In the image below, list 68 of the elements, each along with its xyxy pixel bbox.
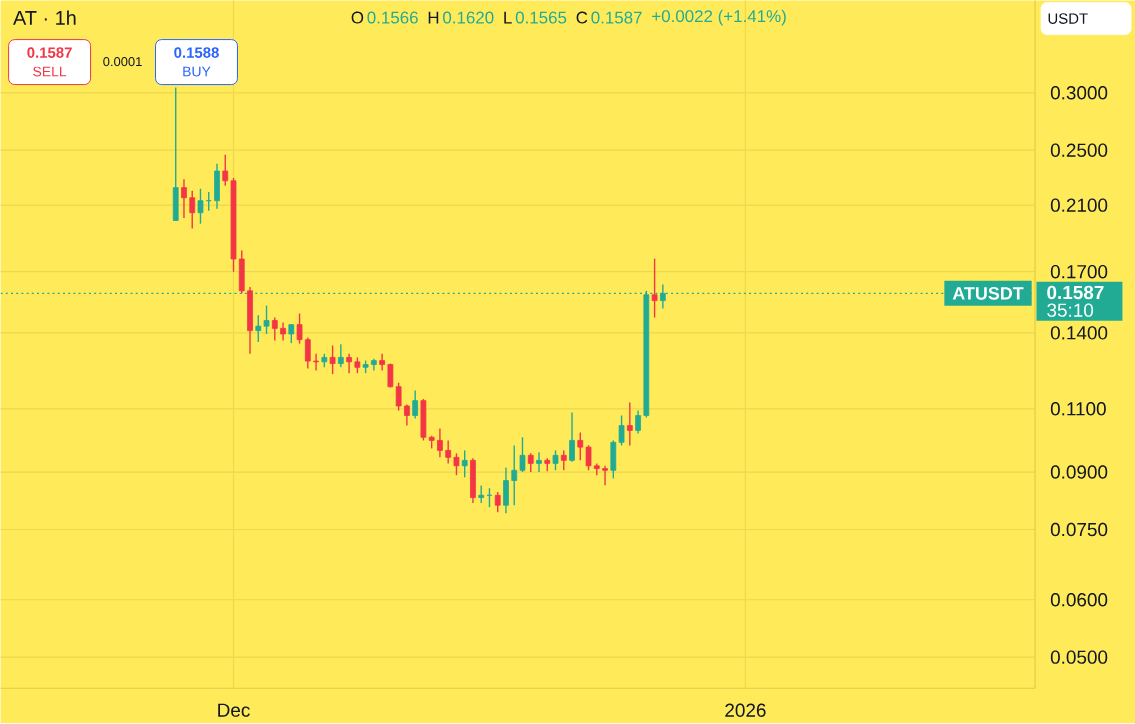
candlestick (313, 353, 319, 372)
candlestick (519, 436, 526, 473)
candlestick (536, 451, 542, 473)
candlestick (263, 305, 270, 335)
candlestick (445, 439, 452, 465)
candlestick (288, 323, 295, 345)
candlestick (181, 178, 187, 219)
candlestick (412, 389, 419, 420)
annotation: C (576, 11, 588, 24)
ref-line-label: ATUSDT (952, 287, 1024, 300)
candlestick (296, 312, 303, 345)
annotation: 0.1587 (27, 47, 72, 59)
candlestick (189, 190, 196, 230)
candlestick (395, 382, 402, 412)
candlestick (511, 445, 518, 507)
candlestick (577, 432, 584, 462)
candlestick (461, 449, 468, 479)
candlestick (560, 449, 567, 472)
text: 0.1587 (1047, 285, 1104, 300)
candlestick (552, 449, 559, 472)
candlestick (271, 317, 278, 342)
annotation: 0.1620 (443, 11, 494, 24)
annotation: O (351, 11, 364, 24)
candlestick (329, 344, 336, 376)
y-tick-label: 0.0600 (1050, 593, 1108, 607)
y-tick-label: 0.0900 (1050, 465, 1108, 479)
annotation: BUY (183, 66, 211, 77)
annotation: +0.0022 (+1.41%) (652, 9, 786, 26)
candlestick (304, 336, 311, 370)
annotation: 0.1566 (367, 11, 418, 24)
candlestick (626, 402, 633, 447)
y-tick-label: 0.1100 (1050, 402, 1106, 416)
candlestick (437, 428, 443, 459)
chart-title: AT · 1h (13, 10, 76, 26)
candlestick (618, 414, 625, 447)
annotation: L (504, 11, 512, 24)
y-tick-label: 0.2500 (1050, 143, 1108, 158)
candlestick (379, 353, 386, 372)
candlestick (346, 353, 352, 375)
annotation: H (428, 11, 439, 24)
candlestick (585, 444, 592, 472)
annotation: 0.1565 (515, 11, 567, 24)
candlestick (453, 452, 460, 477)
candlestick (197, 188, 204, 225)
candlestick (651, 258, 658, 319)
annotation: 0.0001 (103, 57, 142, 67)
text: USDT (1048, 13, 1088, 25)
candlestick (602, 465, 608, 487)
y-tick-label: 0.0500 (1050, 650, 1108, 665)
candlestick (222, 154, 229, 187)
candlestick (280, 321, 286, 342)
annotation: 0.1587 (591, 11, 642, 24)
y-tick-label: 0.1700 (1050, 265, 1108, 279)
candlestick (527, 452, 534, 473)
x-tick-label: Dec (218, 703, 250, 718)
candlestick (255, 314, 262, 343)
x-tick-label: 2026 (725, 703, 766, 718)
y-tick-label: 0.1400 (1050, 326, 1108, 340)
candlestick (337, 343, 344, 369)
annotation: SELL (33, 66, 67, 77)
text: 35:10 (1047, 303, 1094, 318)
annotation: 0.1588 (174, 47, 219, 59)
candlestick (635, 410, 641, 435)
y-tick-label: 0.2100 (1050, 198, 1108, 213)
candlestick (494, 491, 501, 514)
y-tick-label: 0.0750 (1050, 523, 1108, 537)
candlestick (569, 412, 575, 463)
y-tick-label: 0.3000 (1050, 86, 1108, 100)
